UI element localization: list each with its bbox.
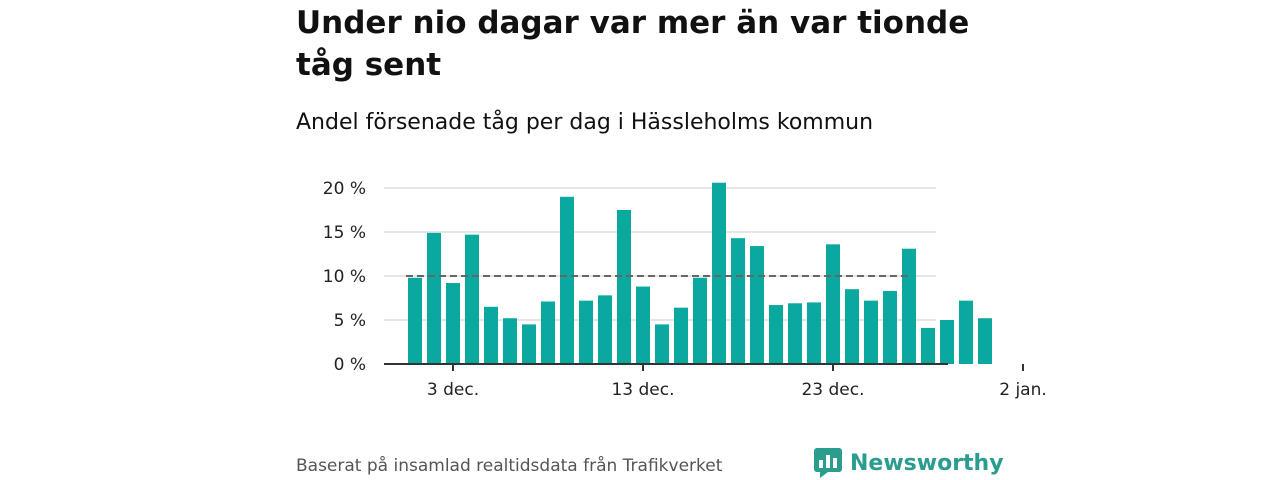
bar <box>579 300 593 364</box>
bar <box>427 232 441 364</box>
chart-subtitle: Andel försenade tåg per dag i Hässleholm… <box>296 110 874 135</box>
bar <box>655 324 669 364</box>
y-tick-label: 0 % <box>334 355 366 375</box>
bar <box>503 318 517 364</box>
bar <box>845 289 859 364</box>
bar <box>921 327 935 364</box>
bar <box>598 295 612 364</box>
bar <box>769 305 783 364</box>
y-tick-label: 5 % <box>334 311 366 331</box>
bar <box>446 283 460 364</box>
bar <box>522 324 536 364</box>
newsworthy-logo-icon <box>814 448 842 478</box>
bar <box>788 303 802 364</box>
bar <box>408 277 422 364</box>
bars <box>408 182 992 364</box>
x-tick-label: 13 dec. <box>611 380 674 400</box>
bar <box>940 320 954 364</box>
bar <box>807 302 821 364</box>
bar <box>712 182 726 364</box>
bar <box>560 196 574 364</box>
y-tick-label: 15 % <box>323 223 366 243</box>
bar <box>883 290 897 364</box>
bar <box>636 286 650 364</box>
bar <box>731 238 745 364</box>
x-tick-label: 3 dec. <box>427 380 479 400</box>
source-note: Baserat på insamlad realtidsdata från Tr… <box>296 456 723 476</box>
bar <box>750 246 764 364</box>
bar <box>826 244 840 364</box>
bar <box>864 300 878 364</box>
bar <box>959 300 973 364</box>
axes: 0 % 5 % 10 % 15 % 20 % 3 dec. 13 dec. 23 dec. 2 … <box>323 179 1047 400</box>
bar <box>674 307 688 364</box>
y-tick-label: 20 % <box>323 179 366 199</box>
x-tick-label: 23 dec. <box>801 380 864 400</box>
bar <box>617 210 631 364</box>
bar <box>484 306 498 364</box>
bar <box>465 234 479 364</box>
bar <box>541 301 555 364</box>
bar <box>693 277 707 364</box>
brand-name: Newsworthy <box>850 450 1004 476</box>
y-tick-label: 10 % <box>323 267 366 287</box>
bar <box>978 318 992 364</box>
bar <box>902 248 916 364</box>
x-tick-label: 2 jan. <box>999 380 1047 400</box>
chart-title: Under nio dagar var mer än var tionde tå… <box>296 5 970 83</box>
brand-logo[interactable]: Newsworthy <box>814 446 1004 480</box>
